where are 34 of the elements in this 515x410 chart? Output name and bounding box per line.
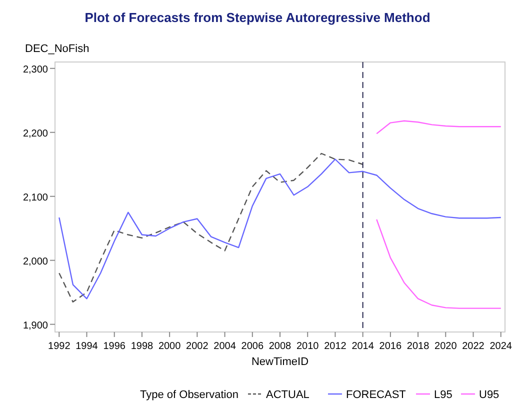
x-tick-label: 2018 (406, 341, 430, 352)
x-tick-label: 1998 (130, 341, 154, 352)
line-series (58, 152, 364, 303)
legend-label: FORECAST (346, 389, 406, 401)
x-tick-label: 2006 (241, 341, 264, 352)
y-tick-label: 2,300 (22, 64, 48, 76)
y-tick-label: 2,100 (22, 192, 48, 204)
y-axis-title: DEC_NoFish (25, 43, 90, 55)
x-tick-label: 2022 (462, 341, 485, 352)
x-axis-title: NewTimeID (251, 356, 309, 368)
x-tick-label: 2016 (379, 341, 402, 352)
x-tick-label: 2000 (158, 341, 182, 352)
y-tick-label: 2,000 (22, 256, 48, 268)
x-tick-label: 2002 (186, 341, 209, 352)
line-series (376, 218, 502, 309)
chart-title: Plot of Forecasts from Stepwise Autoregressive Method (84, 10, 430, 25)
x-tick-label: 1994 (76, 341, 98, 352)
x-tick-label: 2020 (434, 341, 458, 352)
x-tick-label: 2004 (214, 341, 236, 352)
legend-title: Type of Observation (140, 389, 238, 401)
line-series (58, 158, 502, 300)
y-tick-label: 2,200 (22, 128, 48, 140)
legend-label: U95 (479, 389, 500, 401)
x-tick-label: 1992 (48, 341, 71, 352)
x-tick-label: 2010 (296, 341, 320, 352)
x-tick-label: 2008 (268, 341, 292, 352)
x-tick-label: 2012 (324, 341, 347, 352)
x-tick-label: 2014 (352, 341, 374, 352)
x-tick-label: 1996 (103, 341, 126, 352)
y-tick-label: 1,900 (22, 320, 48, 332)
legend-label: L95 (434, 389, 452, 401)
line-series (376, 120, 502, 134)
legend-label: ACTUAL (266, 389, 310, 401)
x-tick-label: 2024 (490, 341, 512, 352)
